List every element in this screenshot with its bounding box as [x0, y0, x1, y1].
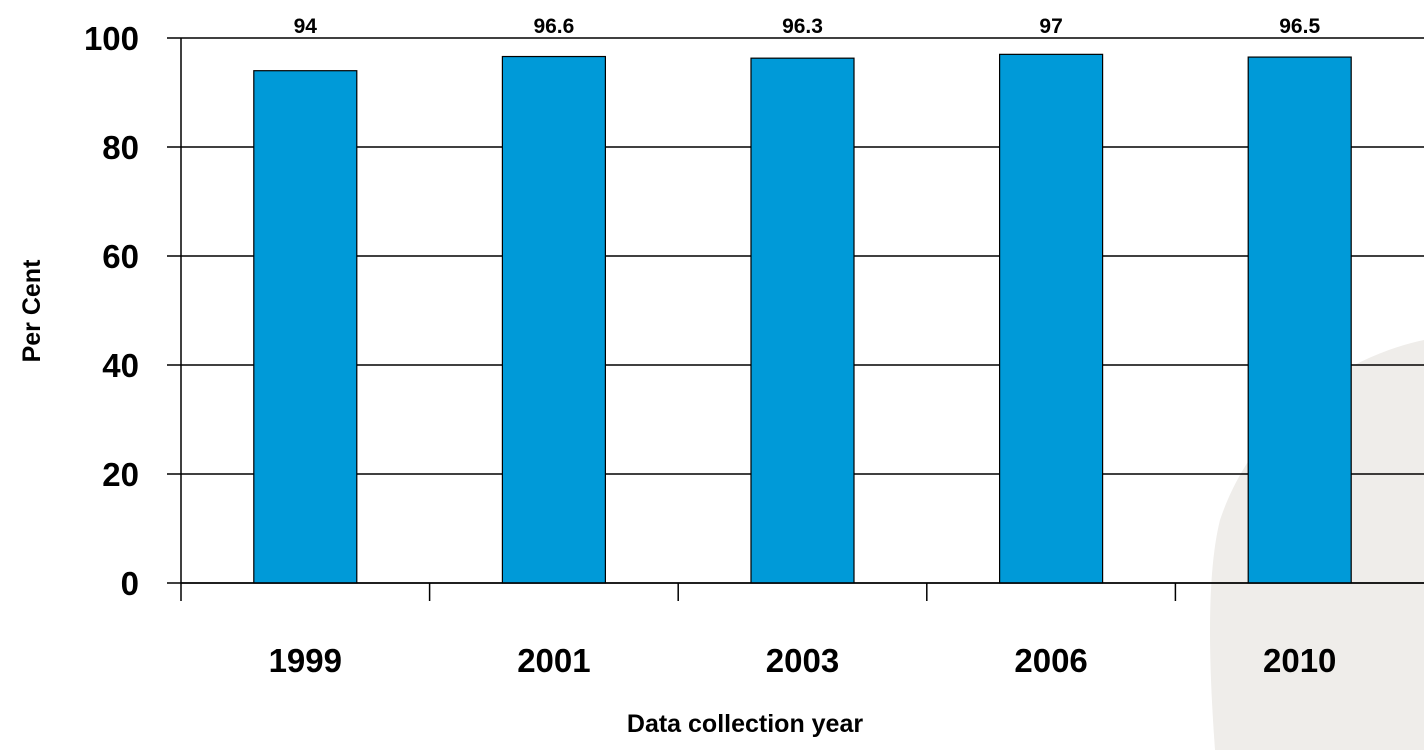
bar-2006 [998, 53, 1104, 584]
data-labels: 94 96.6 96.3 97 96.5 [294, 15, 1321, 38]
x-tick-label-2010: 2010 [1263, 642, 1336, 679]
y-tick-label: 40 [102, 347, 139, 384]
bar-2010 [1247, 56, 1352, 584]
x-tick-labels: 1999 2001 2003 2006 2010 [269, 642, 1337, 679]
data-label-2003: 96.3 [782, 15, 823, 38]
bar-2001 [501, 55, 606, 584]
y-tick-label: 20 [102, 456, 139, 493]
x-axis-title: Data collection year [627, 710, 863, 738]
x-tick-label-1999: 1999 [269, 642, 342, 679]
bars [253, 53, 1352, 584]
y-tick-label: 60 [102, 238, 139, 275]
y-tick-labels: 0 20 40 60 80 100 [84, 20, 139, 602]
y-tick-label: 0 [121, 565, 139, 602]
y-tick-label: 80 [102, 129, 139, 166]
data-label-2001: 96.6 [533, 15, 574, 38]
bar-2003 [750, 57, 855, 584]
data-label-2006: 97 [1039, 15, 1062, 38]
x-tick-label-2001: 2001 [517, 642, 590, 679]
x-tick-label-2003: 2003 [766, 642, 839, 679]
x-tick-label-2006: 2006 [1014, 642, 1087, 679]
y-axis-title: Per Cent [18, 259, 46, 362]
axes [180, 38, 1424, 601]
bar-1999 [253, 70, 358, 584]
data-label-1999: 94 [294, 15, 318, 38]
data-label-2010: 96.5 [1279, 15, 1320, 38]
y-tick-label: 100 [84, 20, 139, 57]
